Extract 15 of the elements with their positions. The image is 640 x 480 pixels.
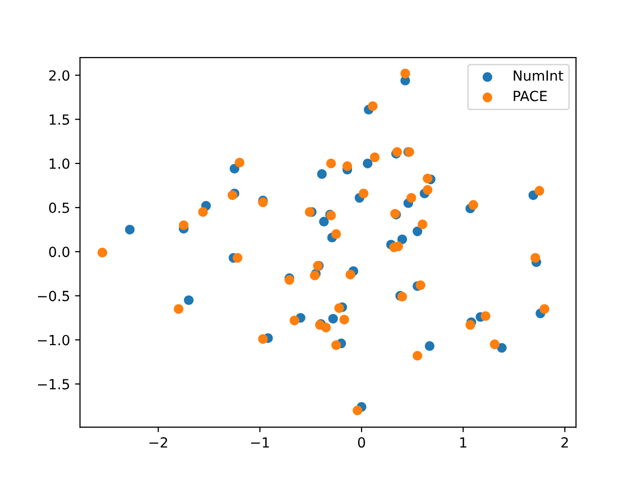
legend-label: PACE [514,90,547,102]
y-tick-label: 0.5 [49,202,70,214]
x-tick-label: 2 [561,437,568,448]
x-tick-label: −2 [149,437,168,448]
y-tick-label: −0.5 [38,290,70,302]
y-tick-label: 2.0 [49,70,70,81]
x-tick-label: 0 [358,437,366,448]
legend-label: NumInt [514,70,564,81]
y-tick-label: 0.0 [49,246,70,258]
y-tick-label: 1.5 [50,114,70,125]
x-tick-label: −1 [251,437,269,448]
y-tick-label: 1.0 [50,158,70,169]
y-tick-label: −1.0 [38,334,70,346]
y-tick-label: −1.5 [38,379,70,390]
x-tick-label: 1 [460,437,466,448]
